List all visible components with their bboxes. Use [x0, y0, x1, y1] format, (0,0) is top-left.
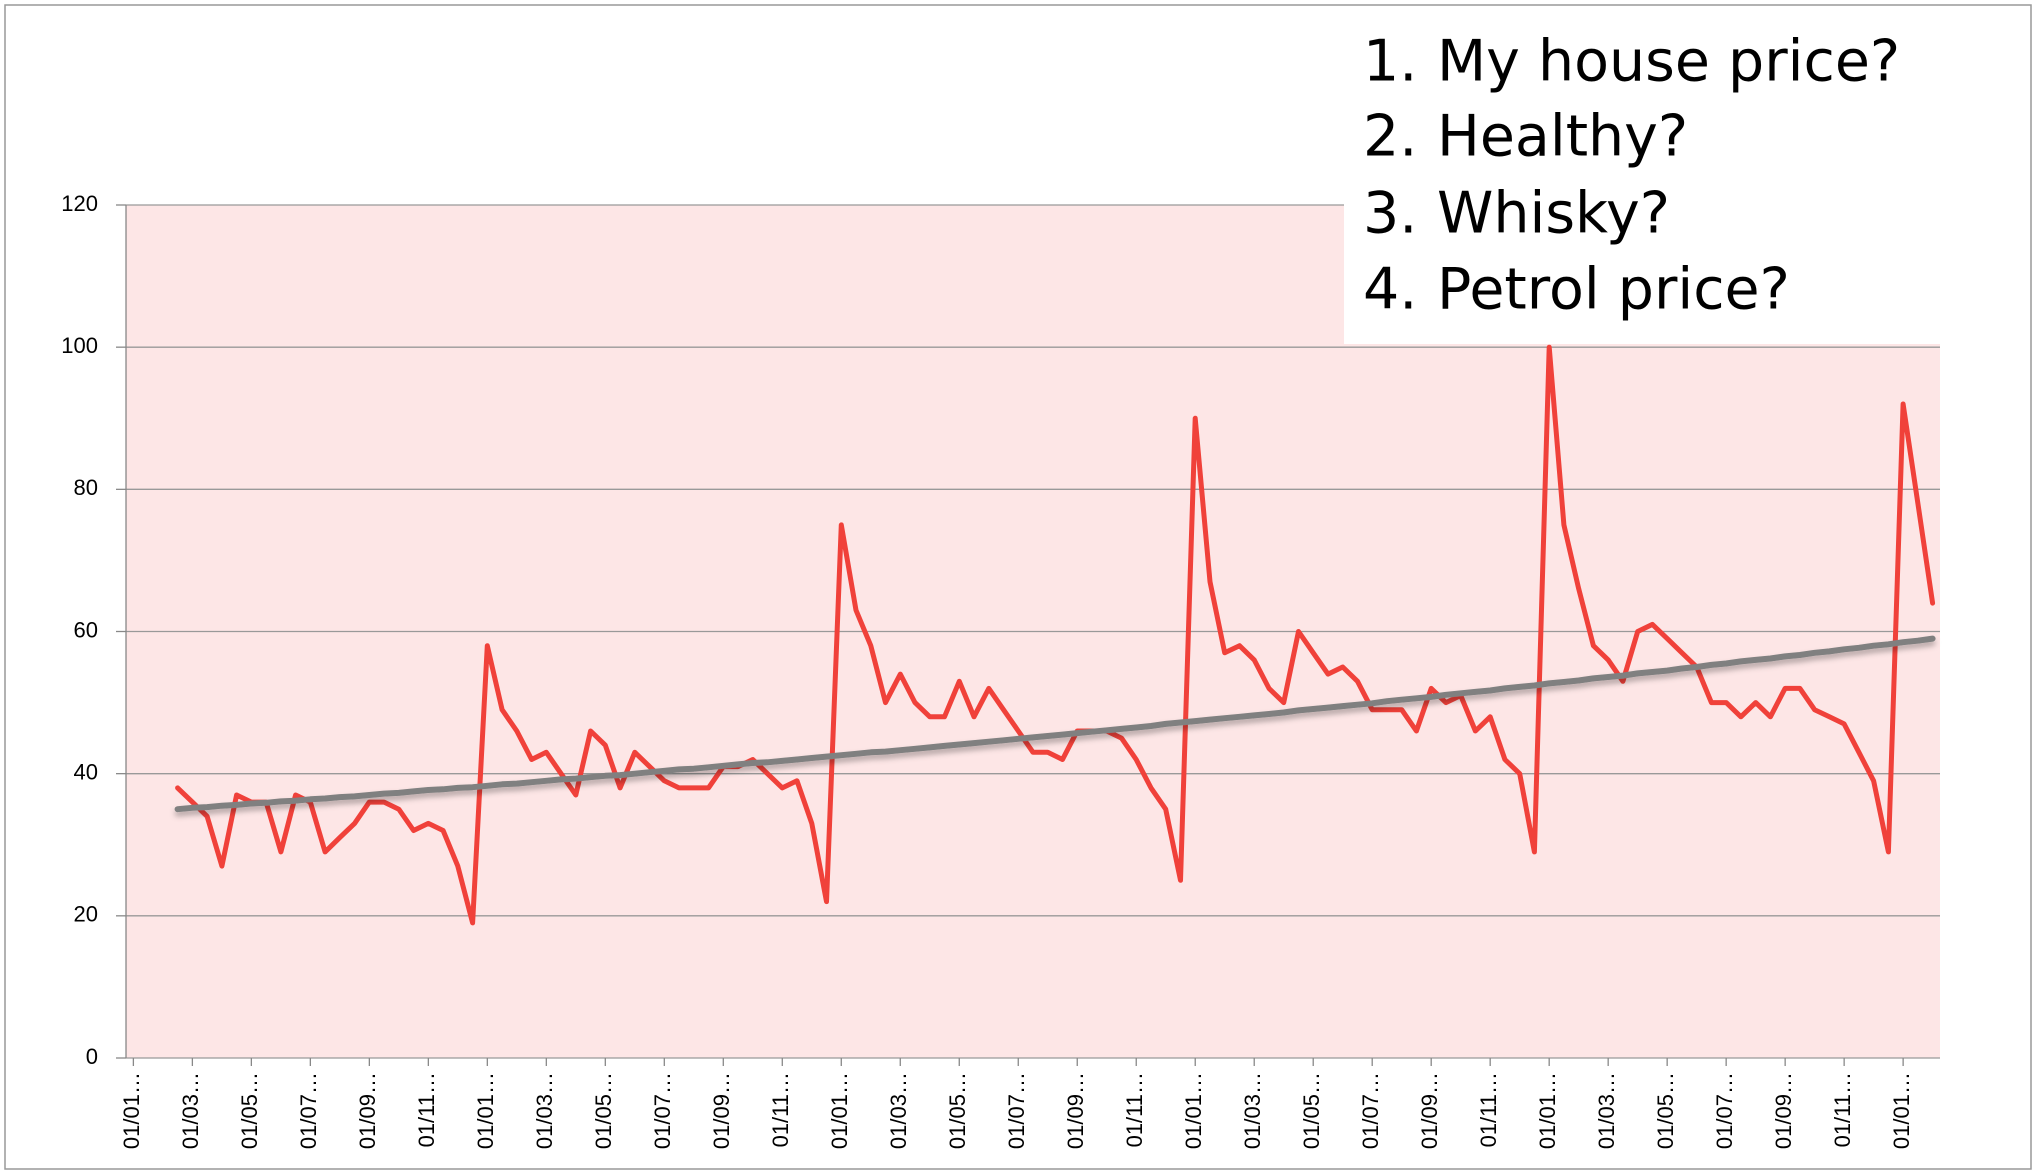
- item-number: 2.: [1363, 104, 1417, 170]
- x-tick-label: 01/03…: [1594, 1072, 1619, 1149]
- x-tick-label: 01/03…: [532, 1072, 557, 1149]
- x-tick-label: 01/11…: [768, 1072, 793, 1147]
- x-tick-label: 01/05…: [237, 1072, 262, 1149]
- x-tick-label: 01/01…: [1535, 1072, 1560, 1149]
- y-tick-label: 60: [74, 617, 98, 642]
- y-tick-label: 120: [61, 191, 98, 216]
- y-tick-label: 20: [74, 902, 98, 927]
- x-tick-label: 01/09…: [355, 1072, 380, 1149]
- y-tick-label: 80: [74, 475, 98, 500]
- x-tick-label: 01/05…: [945, 1072, 970, 1149]
- trend-line: [174, 635, 1936, 813]
- y-tick-label: 0: [86, 1044, 98, 1069]
- item-text: Healthy?: [1437, 104, 1688, 170]
- x-tick-label: 01/05…: [1299, 1072, 1324, 1149]
- x-tick-label: 01/11…: [1476, 1072, 1501, 1147]
- item-number: 4.: [1363, 257, 1417, 323]
- x-tick-label: 01/05…: [1653, 1072, 1678, 1149]
- x-tick-label: 01/01…: [1181, 1072, 1206, 1149]
- item-text: My house price?: [1437, 29, 1900, 95]
- item-number: 1.: [1363, 29, 1417, 95]
- x-tick-label: 01/01…: [119, 1072, 144, 1149]
- x-tick-label: 01/03…: [178, 1072, 203, 1149]
- x-tick-label: 01/01…: [827, 1072, 852, 1149]
- x-tick-label: 01/09…: [1063, 1072, 1088, 1149]
- x-tick-label: 01/01…: [473, 1072, 498, 1149]
- x-tick-label: 01/11…: [414, 1072, 439, 1147]
- x-tick-label: 01/09…: [1771, 1072, 1796, 1149]
- x-tick-label: 01/03…: [886, 1072, 911, 1149]
- item-text: Petrol price?: [1437, 257, 1790, 323]
- x-tick-label: 01/03…: [1240, 1072, 1265, 1149]
- x-tick-label: 01/07…: [650, 1072, 675, 1149]
- question-box: [1344, 26, 1941, 344]
- item-text: Whisky?: [1437, 181, 1670, 247]
- x-tick-label: 01/07…: [1712, 1072, 1737, 1149]
- x-tick-label: 01/07…: [1004, 1072, 1029, 1149]
- x-tick-label: 01/09…: [1417, 1072, 1442, 1149]
- x-tick-label: 01/11…: [1830, 1072, 1855, 1147]
- x-tick-label: 01/07…: [296, 1072, 321, 1149]
- x-tick-label: 01/05…: [591, 1072, 616, 1149]
- y-tick-label: 100: [61, 333, 98, 358]
- x-tick-label: 01/11…: [1122, 1072, 1147, 1147]
- data-line: [175, 344, 1936, 926]
- x-tick-label: 01/01…: [1889, 1072, 1914, 1149]
- x-tick-label: 01/07…: [1358, 1072, 1383, 1149]
- item-number: 3.: [1363, 181, 1417, 247]
- x-tick-label: 01/09…: [709, 1072, 734, 1149]
- y-tick-label: 40: [74, 759, 98, 784]
